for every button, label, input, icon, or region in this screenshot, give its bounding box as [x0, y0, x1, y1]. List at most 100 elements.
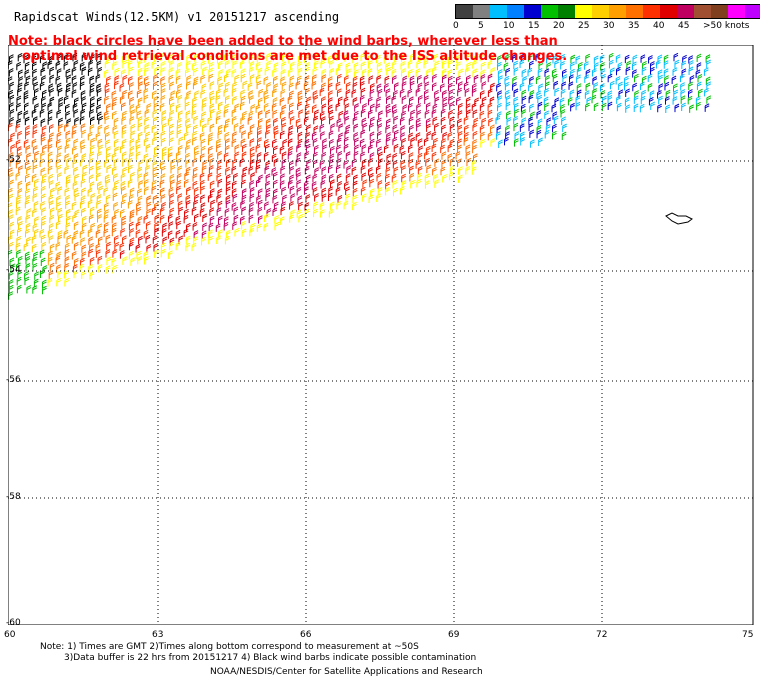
wind-barb [223, 88, 229, 97]
wind-barb [66, 157, 72, 167]
wind-barb [328, 186, 334, 195]
wind-barb [521, 89, 527, 99]
wind-barb [447, 131, 453, 141]
wind-barb [231, 88, 237, 97]
wind-barb [479, 52, 485, 62]
wind-barb [26, 285, 32, 294]
wind-barb [129, 96, 134, 106]
wind-barb [175, 215, 181, 225]
wind-barb [280, 76, 286, 85]
wind-barb [330, 145, 335, 155]
wind-barb [287, 151, 293, 160]
wind-barb [632, 54, 638, 64]
wind-barb [8, 241, 14, 251]
wind-barb [306, 96, 312, 105]
wind-barb [272, 52, 278, 62]
wind-barb [200, 74, 206, 84]
wind-barb [104, 88, 110, 97]
wind-barb [673, 52, 679, 62]
wind-barb [24, 271, 29, 280]
wind-barb [183, 228, 189, 237]
wind-barb [105, 249, 111, 258]
wind-barb [153, 152, 159, 162]
wind-barb [506, 117, 512, 126]
wind-barb [72, 145, 77, 155]
wind-barb [81, 251, 87, 260]
wind-barb [177, 200, 183, 210]
wind-barb [319, 201, 325, 211]
wind-barb [95, 74, 101, 83]
wind-barb [353, 151, 359, 160]
wind-barb [647, 73, 653, 83]
wind-barb [73, 60, 79, 69]
wind-barb [255, 164, 261, 174]
wind-barb [176, 157, 182, 167]
wind-barb [304, 202, 310, 211]
wind-barb [465, 96, 471, 106]
wind-barb [66, 234, 72, 244]
wind-barb [79, 62, 85, 71]
wind-barb [130, 109, 136, 118]
wind-barb [15, 159, 21, 169]
wind-barb [449, 165, 455, 174]
wind-barb [289, 102, 294, 111]
wind-barb [528, 82, 533, 92]
wind-barb [232, 221, 238, 230]
wind-barb [505, 95, 511, 104]
wind-barb [201, 165, 207, 174]
wind-barb [593, 55, 599, 64]
wind-barb [185, 159, 191, 168]
wind-barb [106, 55, 112, 64]
wind-barb [249, 187, 255, 196]
wind-barb [440, 83, 445, 92]
wind-barb [144, 81, 150, 91]
wind-barb [386, 66, 391, 76]
wind-barb [32, 193, 38, 202]
wind-barb [512, 82, 517, 91]
wind-barb [16, 227, 22, 237]
wind-barb [169, 123, 174, 133]
wind-barb [385, 103, 391, 113]
wind-barb [185, 110, 191, 119]
wind-barb [64, 123, 69, 132]
wind-barb [63, 54, 69, 63]
wind-barb [289, 116, 295, 125]
wind-barb [257, 97, 263, 106]
legend-swatch [592, 5, 609, 18]
wind-barb [433, 53, 439, 63]
wind-barb [192, 180, 198, 190]
wind-barb [417, 138, 423, 147]
wind-barb [471, 159, 477, 169]
wind-barb [706, 59, 711, 69]
wind-barb [223, 52, 229, 62]
wind-barb [192, 136, 197, 146]
wind-barb [329, 138, 334, 148]
wind-barb [400, 132, 405, 141]
wind-barb [73, 187, 79, 197]
wind-barb [185, 145, 190, 154]
wind-barb [56, 138, 61, 148]
wind-barb [361, 172, 367, 181]
wind-barb [442, 174, 447, 183]
wind-barb [65, 68, 71, 78]
wind-barb [185, 118, 191, 127]
wind-barb [105, 178, 111, 188]
wind-barb [159, 179, 165, 189]
wind-barb [153, 95, 159, 105]
wind-barb [321, 166, 327, 175]
wind-barb [447, 69, 453, 78]
wind-barb [25, 263, 31, 272]
wind-barb [121, 116, 127, 125]
wind-barb [209, 157, 215, 167]
wind-barb [481, 117, 487, 127]
wind-barb [9, 257, 15, 266]
wind-barb [410, 109, 416, 119]
wind-barb [112, 192, 118, 202]
wind-barb [655, 60, 661, 69]
wind-barb [360, 129, 366, 139]
wind-barb [650, 61, 655, 70]
wind-barb [176, 185, 181, 195]
wind-barb [56, 251, 62, 260]
wind-barb [441, 60, 447, 69]
wind-barb [457, 110, 463, 119]
